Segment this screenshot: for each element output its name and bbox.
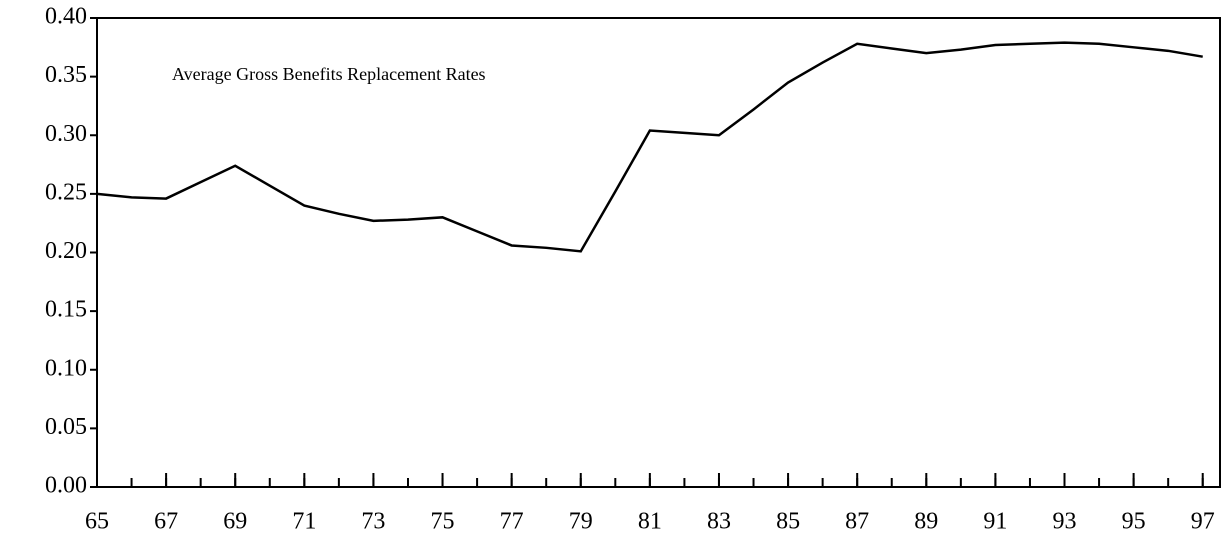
x-tick-label: 89	[914, 509, 938, 535]
y-tick-label: 0.15	[45, 297, 87, 323]
x-tick-label: 71	[292, 509, 316, 535]
x-tick-label: 95	[1122, 509, 1146, 535]
x-tick-label: 67	[154, 509, 178, 535]
x-tick-label: 81	[638, 509, 662, 535]
x-tick-label: 91	[983, 509, 1007, 535]
y-tick-label: 0.05	[45, 414, 87, 440]
x-tick-label: 65	[85, 509, 109, 535]
annotation: Average Gross Benefits Replacement Rates	[172, 64, 486, 84]
x-tick-label: 73	[361, 509, 385, 535]
x-tick-label: 77	[500, 509, 524, 535]
x-tick-label: 75	[431, 509, 455, 535]
x-tick-label: 83	[707, 509, 731, 535]
y-tick-label: 0.25	[45, 179, 87, 205]
x-tick-label: 97	[1191, 509, 1215, 535]
y-tick-label: 0.35	[45, 62, 87, 88]
plot-frame	[96, 17, 1221, 488]
y-tick-label: 0.20	[45, 238, 87, 264]
y-tick-label: 0.00	[45, 473, 87, 499]
x-tick-label: 93	[1053, 509, 1077, 535]
x-tick-label: 87	[845, 509, 869, 535]
x-tick-label: 85	[776, 509, 800, 535]
data-line	[96, 41, 1203, 253]
y-tick-label: 0.40	[45, 4, 87, 30]
y-tick-label: 0.10	[45, 355, 87, 381]
y-tick-label: 0.30	[45, 121, 87, 147]
x-tick-label: 79	[569, 509, 593, 535]
x-tick-label: 69	[223, 509, 247, 535]
